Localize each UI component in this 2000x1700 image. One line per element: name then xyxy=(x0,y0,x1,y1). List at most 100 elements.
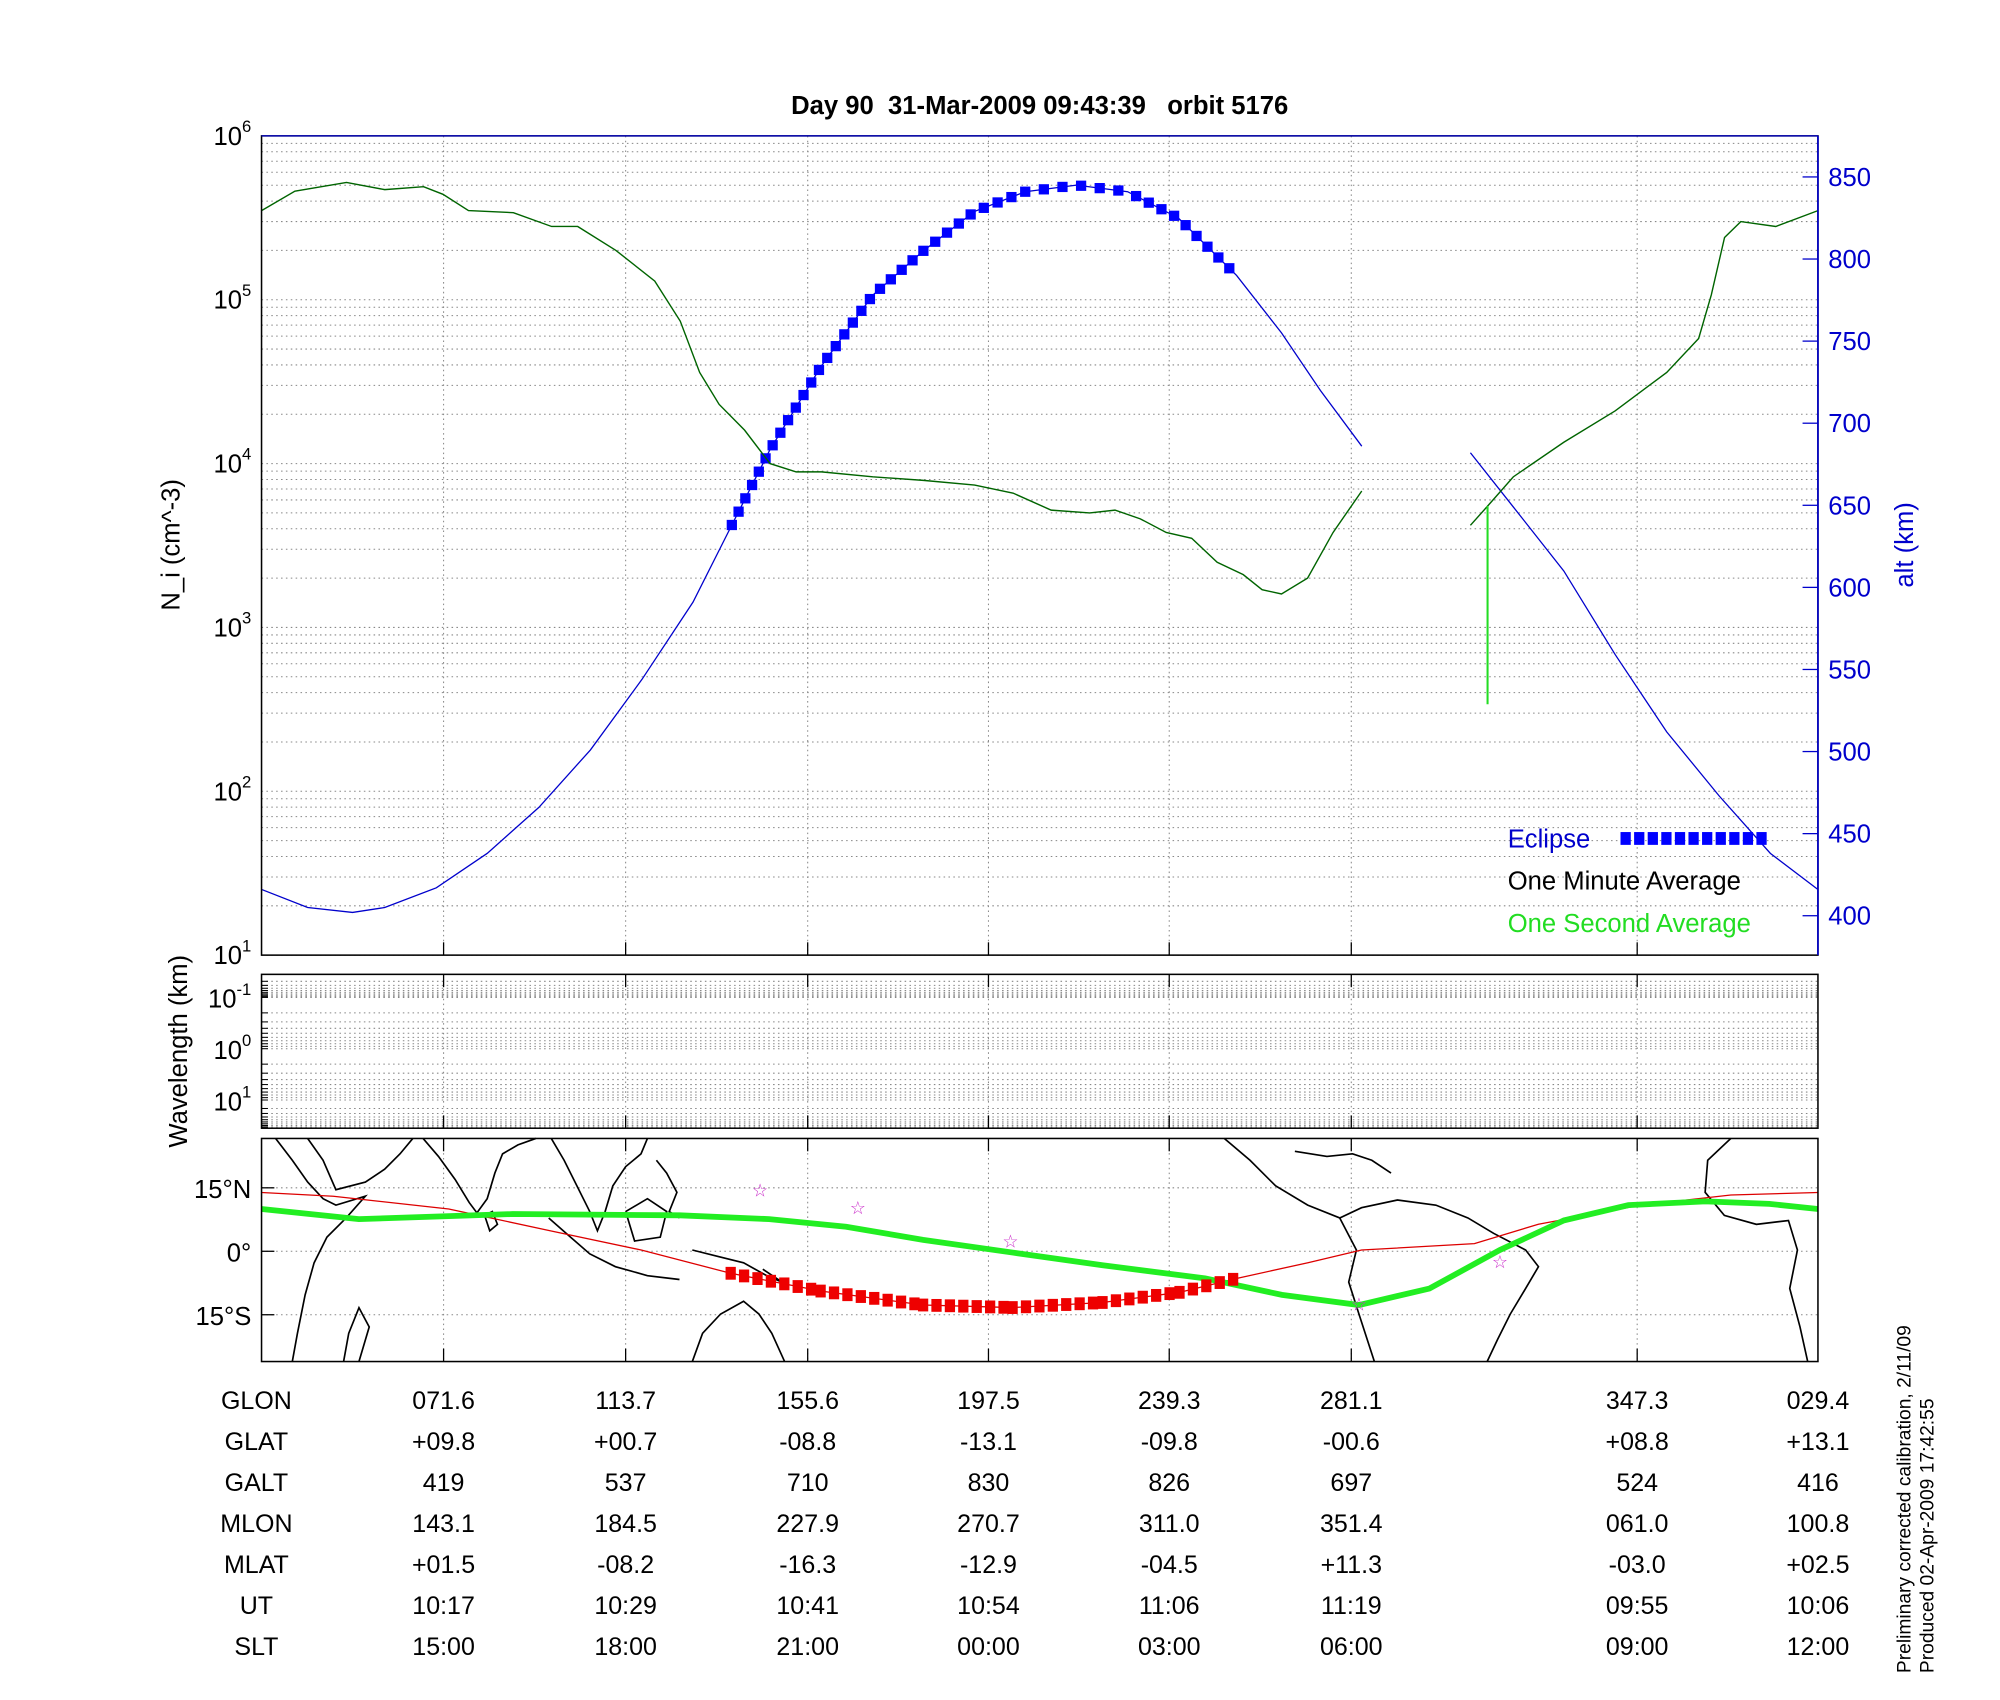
star-marker: ☆ xyxy=(850,1198,866,1218)
y-tick-label: 101 xyxy=(214,936,252,970)
coast-borneo xyxy=(624,1197,668,1242)
table-cell: 09:00 xyxy=(1606,1633,1669,1661)
map-eclipse-marker xyxy=(1074,1297,1085,1311)
eclipse-marker xyxy=(1020,186,1031,197)
table-cell: -09.8 xyxy=(1141,1428,1198,1456)
table-cell: +01.5 xyxy=(412,1551,475,1579)
coast-west-africa xyxy=(1704,1137,1809,1362)
eclipse-marker xyxy=(1113,185,1124,196)
table-cell: +11.3 xyxy=(1321,1551,1382,1579)
table-cell: 113.7 xyxy=(595,1387,656,1415)
wavelength-panel-frame xyxy=(260,973,1819,1129)
wavelength-axis-label: Wavelength (km) xyxy=(165,955,193,1148)
eclipse-marker xyxy=(1038,184,1049,195)
y2-tick-label: 650 xyxy=(1828,492,1871,520)
map-eclipse-marker xyxy=(842,1288,853,1302)
coast-new-guinea xyxy=(692,1249,783,1283)
eclipse-marker xyxy=(1180,220,1191,231)
coast-philippines xyxy=(655,1159,680,1219)
legend-one-second: One Second Average xyxy=(1508,910,1751,938)
table-cell: +13.1 xyxy=(1786,1428,1849,1456)
table-cell: 061.0 xyxy=(1606,1510,1669,1538)
main-plot-marks xyxy=(261,180,1819,914)
map-eclipse-marker xyxy=(895,1295,907,1309)
table-cell: 524 xyxy=(1616,1469,1658,1497)
y2-tick-label: 750 xyxy=(1828,328,1871,356)
table-cell: 311.0 xyxy=(1139,1510,1200,1538)
table-cell: -13.1 xyxy=(960,1428,1017,1456)
map-eclipse-marker xyxy=(1110,1294,1122,1308)
row-label: SLT xyxy=(234,1633,278,1661)
eclipse-marker xyxy=(965,209,976,220)
map-eclipse-marker xyxy=(765,1274,777,1288)
eclipse-marker xyxy=(782,415,794,426)
star-marker: ☆ xyxy=(1351,1295,1367,1315)
eclipse-marker xyxy=(746,479,758,491)
map-eclipse-marker xyxy=(1097,1296,1108,1309)
map-eclipse-marker xyxy=(779,1277,790,1291)
map-eclipse-marker xyxy=(1124,1292,1135,1306)
table-cell: 00:00 xyxy=(957,1633,1020,1661)
chart-title: Day 90 31-Mar-2009 09:43:39 orbit 5176 xyxy=(791,92,1288,120)
map-eclipse-marker xyxy=(1047,1298,1058,1312)
table-cell: 351.4 xyxy=(1320,1510,1383,1538)
y2-tick-label: 550 xyxy=(1828,656,1871,684)
footer-calibration-note: Preliminary corrected calibration, 2/11/… xyxy=(1894,1325,1915,1673)
wave-tick-label: 10-1 xyxy=(208,980,251,1014)
row-label: MLAT xyxy=(224,1551,289,1579)
table-cell: 10:17 xyxy=(412,1592,475,1620)
map-eclipse-marker xyxy=(855,1290,866,1303)
eclipse-marker xyxy=(790,402,801,413)
table-cell: 03:00 xyxy=(1138,1633,1201,1661)
table-cell: 06:00 xyxy=(1320,1633,1383,1661)
y2-tick-label: 500 xyxy=(1828,739,1871,767)
legend-one-minute: One Minute Average xyxy=(1508,868,1741,896)
table-cell: 10:54 xyxy=(957,1592,1020,1620)
table-row-ut: UT 10:17 10:29 10:41 10:54 11:06 11:19 09:55 10:… xyxy=(240,1592,1849,1620)
legend-eclipse-marker xyxy=(1688,832,1699,845)
legend-eclipse-marker xyxy=(1634,832,1645,845)
coast-east-africa xyxy=(274,1137,368,1362)
wavelength-grid xyxy=(261,974,1818,1129)
table-cell: 15:00 xyxy=(412,1633,475,1661)
eclipse-marker xyxy=(726,519,737,531)
eclipse-marker xyxy=(1224,263,1235,274)
footer-produced-date: Produced 02-Apr-2009 17:42:55 xyxy=(1917,1398,1938,1673)
eclipse-marker xyxy=(953,218,964,229)
y-tick-label: 105 xyxy=(214,281,252,315)
map-eclipse-marker xyxy=(984,1300,996,1314)
table-cell: 227.9 xyxy=(776,1510,839,1538)
y2-tick-label: 850 xyxy=(1828,164,1871,192)
coast-india xyxy=(422,1137,537,1215)
row-label: GLON xyxy=(221,1387,292,1415)
map-grid xyxy=(261,1138,1818,1362)
map-eclipse-marker xyxy=(869,1291,880,1305)
y-tick-label: 104 xyxy=(214,445,252,479)
row-label: GLAT xyxy=(225,1428,288,1456)
table-cell: 239.3 xyxy=(1138,1387,1201,1415)
table-cell: 710 xyxy=(787,1469,829,1497)
map-eclipse-marker xyxy=(931,1298,942,1312)
eclipse-marker xyxy=(798,389,809,401)
y2-tick-label: 400 xyxy=(1828,903,1871,931)
table-cell: -00.6 xyxy=(1323,1428,1380,1456)
left-axis-ticks: 101 102 103 104 105 106 xyxy=(214,117,252,970)
coast-sumatra-java xyxy=(548,1217,680,1281)
table-cell: 10:29 xyxy=(594,1592,657,1620)
table-cell: 100.8 xyxy=(1787,1510,1850,1538)
eclipse-marker xyxy=(978,202,989,213)
map-eclipse-marker xyxy=(998,1300,1009,1314)
y-tick-label: 103 xyxy=(214,609,252,643)
eclipse-marker xyxy=(1202,241,1213,252)
table-cell: +09.8 xyxy=(412,1428,475,1456)
y-tick-label: 106 xyxy=(214,117,252,151)
coast-madagascar xyxy=(342,1305,371,1362)
legend-eclipse-marker xyxy=(1647,832,1658,845)
table-cell: 537 xyxy=(605,1469,647,1497)
table-cell: 697 xyxy=(1330,1469,1372,1497)
eclipse-marker xyxy=(1006,191,1017,203)
table-cell: 029.4 xyxy=(1787,1387,1850,1415)
map-eclipse-marker xyxy=(1034,1299,1045,1313)
legend-eclipse-marker xyxy=(1620,832,1631,845)
eclipse-marker xyxy=(1156,204,1167,215)
